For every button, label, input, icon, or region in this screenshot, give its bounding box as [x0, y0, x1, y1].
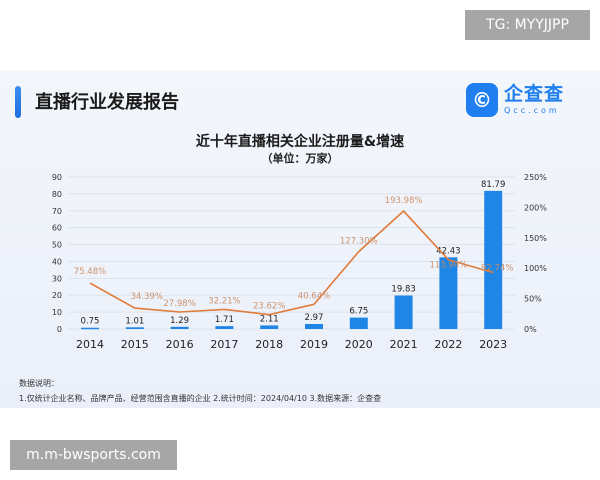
x-tick: 2014	[76, 338, 104, 351]
y-left-tick: 80	[52, 190, 62, 199]
y-right-tick: 100%	[524, 264, 547, 273]
bar-label: 42.43	[436, 246, 460, 256]
watermark-bottom: m.m-bwsports.com	[10, 440, 177, 470]
y-right-tick: 250%	[524, 173, 547, 182]
y-right-tick: 150%	[524, 234, 547, 243]
bar	[349, 317, 368, 329]
y-left-tick: 70	[52, 207, 62, 216]
bar-label: 19.83	[391, 285, 415, 295]
bar	[125, 327, 144, 329]
bar	[439, 257, 458, 329]
line-label: 127.30%	[340, 237, 378, 247]
bar	[305, 323, 323, 329]
data-notes: 数据说明： 1.仅统计企业名称、品牌产品、经营范围含直播的企业 2.统计时间：2…	[19, 376, 381, 406]
line-label: 27.98%	[163, 299, 195, 309]
y-left-tick: 40	[52, 257, 62, 266]
bar-label: 1.71	[215, 315, 234, 325]
qcc-logo-icon: ©	[466, 83, 498, 117]
bar-label: 1.29	[170, 316, 189, 326]
y-left-tick: 0	[57, 325, 62, 334]
bar	[260, 325, 279, 329]
bar	[170, 326, 189, 329]
y-left-tick: 30	[52, 274, 62, 283]
x-tick: 2022	[434, 338, 462, 351]
y-right-tick: 0%	[524, 325, 537, 334]
y-left-tick: 10	[52, 308, 62, 317]
bar-label: 1.01	[125, 316, 144, 326]
x-tick: 2016	[166, 338, 194, 351]
line-label: 32.21%	[208, 296, 240, 306]
x-tick: 2017	[210, 338, 238, 351]
bar-label: 6.75	[349, 307, 368, 317]
bar	[81, 327, 99, 330]
x-tick: 2019	[300, 338, 328, 351]
x-tick: 2018	[255, 338, 283, 351]
y-left-tick: 60	[52, 224, 62, 233]
bar	[484, 190, 503, 329]
notes-heading: 数据说明：	[19, 379, 59, 388]
line-label: 193.98%	[385, 196, 423, 206]
bar	[215, 326, 234, 329]
y-left-tick: 90	[52, 173, 62, 182]
bar-label: 81.79	[481, 180, 505, 190]
x-tick: 2021	[390, 338, 418, 351]
y-left-tick: 50	[52, 241, 62, 250]
line-label: 75.48%	[74, 267, 106, 277]
bar-label: 0.75	[81, 317, 100, 327]
growth-line	[89, 209, 494, 316]
title-accent-bar	[15, 86, 21, 118]
chart-subtitle: （单位：万家）	[261, 152, 339, 165]
bar	[394, 295, 413, 329]
chart-title: 近十年直播相关企业注册量&增速	[195, 134, 405, 150]
x-tick: 2020	[345, 338, 373, 351]
logo-cn-text: 企查查	[504, 83, 565, 105]
watermark-top: TG: MYYJJPP	[465, 10, 590, 40]
line-label: 40.64%	[298, 291, 330, 301]
y-right-tick: 50%	[524, 295, 542, 304]
logo-en-text: Qcc.com	[504, 106, 560, 115]
bar-label: 2.97	[305, 313, 324, 323]
y-right-tick: 200%	[524, 203, 547, 212]
x-tick: 2015	[121, 338, 149, 351]
report-title: 直播行业发展报告	[35, 92, 179, 113]
line-label: 113.94%	[429, 261, 467, 271]
qcc-logo: © 企查查 Qcc.com	[466, 83, 564, 117]
line-label: 34.39%	[131, 292, 163, 302]
line-label: 23.62%	[253, 302, 285, 312]
y-left-tick: 20	[52, 291, 62, 300]
x-tick: 2023	[479, 338, 507, 351]
line-label: 92.74%	[481, 264, 513, 274]
notes-line: 1.仅统计企业名称、品牌产品、经营范围含直播的企业 2.统计时间：2024/04…	[19, 394, 382, 403]
bar-label: 2.11	[260, 314, 279, 324]
